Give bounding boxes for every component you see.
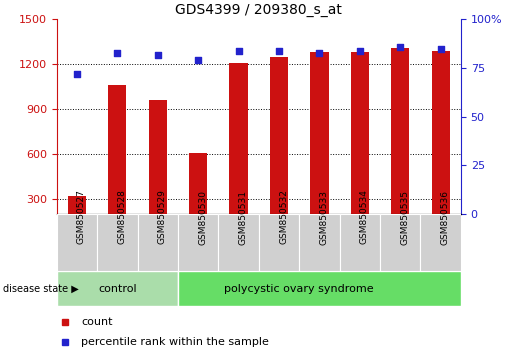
Text: percentile rank within the sample: percentile rank within the sample	[81, 337, 269, 347]
Bar	[230, 63, 248, 244]
Text: GSM850529: GSM850529	[158, 189, 167, 245]
Text: disease state ▶: disease state ▶	[3, 284, 78, 293]
Bar	[311, 52, 329, 244]
Bar	[57, 214, 97, 271]
Bar	[97, 214, 138, 271]
Text: GSM850534: GSM850534	[360, 189, 369, 245]
Bar	[340, 214, 380, 271]
Point	[275, 48, 283, 53]
Bar	[380, 214, 421, 271]
Bar	[57, 271, 178, 306]
Text: GSM850532: GSM850532	[279, 189, 288, 245]
Text: GSM850536: GSM850536	[441, 189, 450, 245]
Point	[356, 48, 364, 53]
Point	[194, 58, 202, 63]
Point	[437, 46, 445, 52]
Text: GSM850528: GSM850528	[117, 189, 126, 245]
Text: GSM850533: GSM850533	[319, 189, 329, 245]
Bar	[432, 51, 450, 244]
Bar	[391, 48, 409, 244]
Bar	[270, 57, 288, 244]
Point	[73, 71, 81, 77]
Text: GSM850535: GSM850535	[400, 189, 409, 245]
Bar	[189, 153, 207, 244]
Bar	[68, 196, 86, 244]
Bar	[178, 271, 461, 306]
Bar	[351, 52, 369, 244]
Bar	[259, 214, 299, 271]
Text: GSM850530: GSM850530	[198, 189, 207, 245]
Text: GSM850531: GSM850531	[238, 189, 248, 245]
Point	[113, 50, 122, 56]
Point	[153, 52, 162, 57]
Text: polycystic ovary syndrome: polycystic ovary syndrome	[225, 284, 374, 293]
Bar	[138, 214, 178, 271]
Bar	[178, 214, 218, 271]
Bar	[218, 214, 259, 271]
Point	[396, 44, 404, 50]
Bar	[108, 85, 126, 244]
Text: count: count	[81, 317, 112, 327]
Bar	[149, 100, 167, 244]
Point	[234, 48, 243, 53]
Text: GSM850527: GSM850527	[77, 189, 86, 245]
Text: control: control	[98, 284, 136, 293]
Point	[315, 50, 323, 56]
Bar	[299, 214, 340, 271]
Bar	[421, 214, 461, 271]
Title: GDS4399 / 209380_s_at: GDS4399 / 209380_s_at	[175, 3, 342, 17]
